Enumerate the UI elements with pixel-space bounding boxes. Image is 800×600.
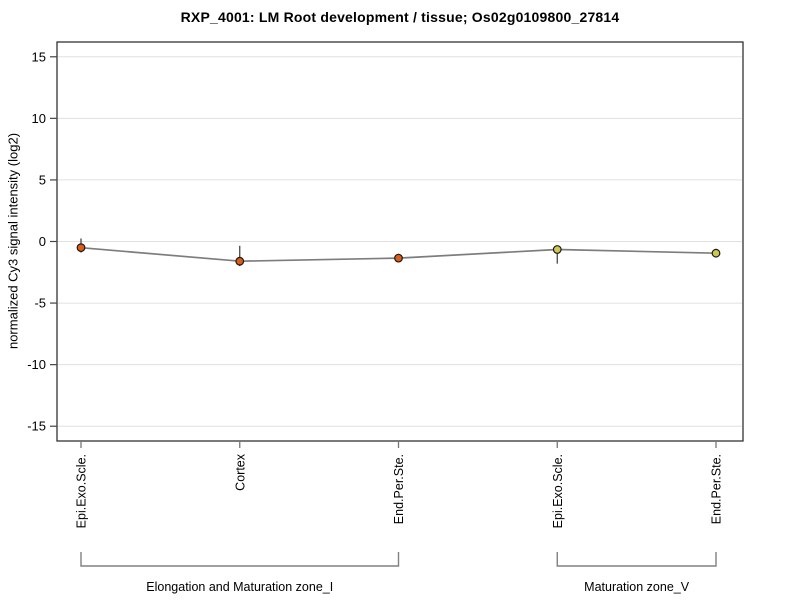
y-tick-label: -5	[34, 296, 46, 311]
plot-title: RXP_4001: LM Root development / tissue; …	[180, 9, 620, 25]
x-tick-label: Epi.Exo.Scle.	[75, 454, 89, 528]
x-tick-label: Cortex	[233, 453, 247, 491]
data-point	[76, 243, 86, 253]
group-bracket	[556, 552, 717, 567]
group-label: Maturation zone_V	[584, 580, 690, 594]
y-tick-label: 15	[32, 49, 46, 64]
data-point	[711, 248, 721, 258]
data-point	[235, 256, 245, 266]
y-tick-label: -15	[27, 419, 46, 434]
y-tick-label: 0	[39, 234, 46, 249]
group-label: Elongation and Maturation zone_I	[146, 580, 333, 594]
group-bracket	[80, 552, 400, 567]
y-tick-label: 10	[32, 111, 46, 126]
x-tick-label: Epi.Exo.Scle.	[551, 454, 565, 528]
data-point	[394, 253, 403, 263]
y-tick-label: -10	[27, 357, 46, 372]
x-tick-label: End.Per.Ste.	[710, 454, 724, 524]
y-tick-label: 5	[39, 172, 46, 187]
x-tick-label: End.Per.Ste.	[392, 454, 406, 524]
data-point	[552, 245, 562, 254]
